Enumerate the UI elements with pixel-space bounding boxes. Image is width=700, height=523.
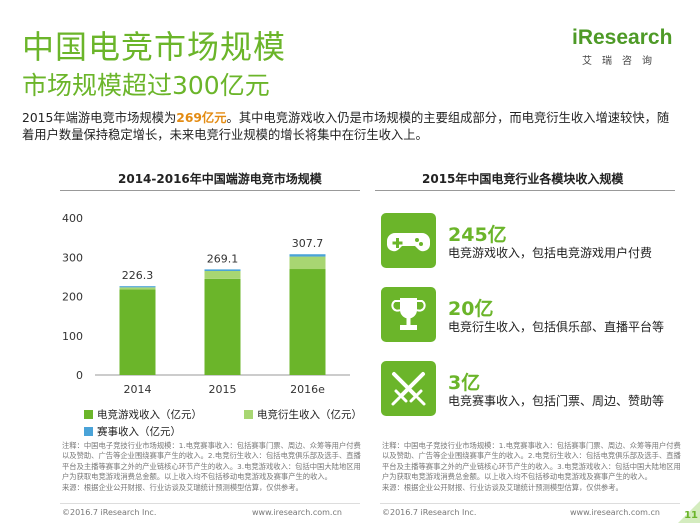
legend-label-event: 赛事收入（亿元） [97, 426, 181, 438]
bar-segment [119, 289, 156, 375]
footer-copyright-left: ©2016.7 iResearch Inc. [62, 508, 157, 517]
logo-subtext: 艾瑞咨询 [582, 56, 662, 67]
y-tick-label: 400 [62, 212, 83, 225]
trophy-icon [381, 287, 436, 342]
modules-section-divider [375, 190, 675, 191]
market-size-chart: 0 100 200 300 400 226.3 2014 269.1 2015 307.7 201… [62, 212, 350, 396]
notes-right: 注释：中国电子竞技行业市场规模：1.电竞赛事收入：包括赛事门票、周边、众筹等用户… [382, 441, 682, 493]
module-desc-derivative: 电竞衍生收入，包括俱乐部、直播平台等 [448, 320, 665, 334]
module-amount-game: 245亿 [448, 224, 507, 246]
legend-swatch-event [84, 427, 93, 436]
logo-text: iResearch [572, 26, 673, 49]
note-text-right: 注释：中国电子竞技行业市场规模：1.电竞赛事收入：包括赛事门票、周边、众筹等用户… [382, 441, 681, 482]
footer-url-right[interactable]: www.iresearch.com.cn [570, 508, 660, 517]
chart-section-divider [60, 190, 360, 191]
x-tick-label: 2015 [209, 383, 237, 396]
notes-left: 注释：中国电子竞技行业市场规模：1.电竞赛事收入：包括赛事门票、周边、众筹等用户… [62, 441, 362, 493]
footer-divider-right [380, 503, 680, 504]
module-amount-derivative: 20亿 [448, 298, 494, 320]
page-title: 中国电竞市场规模 [22, 28, 287, 66]
legend-item-event: 赛事收入（亿元） [84, 424, 181, 439]
modules-section-title: 2015年中国电竞行业各模块收入规模 [422, 172, 624, 186]
bar-total-label: 226.3 [122, 269, 154, 282]
module-desc-game: 电竞游戏收入，包括电竞游戏用户付费 [448, 246, 653, 260]
legend-swatch-derivative [244, 410, 253, 419]
crossed-swords-icon [381, 361, 436, 416]
bar-total-label: 269.1 [207, 252, 239, 265]
x-tick-label: 2014 [124, 383, 152, 396]
legend-label-game: 电竞游戏收入（亿元） [97, 409, 202, 421]
y-tick-label: 0 [76, 369, 83, 382]
bar-segment [204, 278, 241, 375]
source-text-right: 来源：根据企业公开财报、行业访谈及艾瑞统计预测模型估算，仅供参考。 [382, 482, 623, 492]
chart-section-title: 2014-2016年中国端游电竞市场规模 [118, 172, 322, 186]
bar-segment [204, 269, 241, 271]
x-tick-label: 2016e [290, 383, 325, 396]
legend-item-derivative: 电竞衍生收入（亿元） [244, 407, 362, 422]
y-tick-label: 200 [62, 291, 83, 304]
gamepad-icon [381, 213, 436, 268]
footer-divider-left [60, 503, 360, 504]
intro-part1: 2015年端游电竞市场规模为 [22, 111, 177, 125]
footer-url-left[interactable]: www.iresearch.com.cn [252, 508, 342, 517]
note-text-left: 注释：中国电子竞技行业市场规模：1.电竞赛事收入：包括赛事门票、周边、众筹等用户… [62, 441, 361, 482]
source-text-left: 来源：根据企业公开财报、行业访谈及艾瑞统计预测模型估算，仅供参考。 [62, 482, 303, 492]
module-desc-event: 电竞赛事收入，包括门票、周边、赞助等 [448, 394, 665, 408]
bar-segment [289, 269, 326, 375]
intro-paragraph: 2015年端游电竞市场规模为269亿元。其中电竞游戏收入仍是市场规模的主要组成部… [22, 110, 677, 144]
legend-item-game: 电竞游戏收入（亿元） [84, 407, 202, 422]
page-subtitle: 市场规模超过300亿元 [22, 71, 270, 100]
legend-swatch-game [84, 410, 93, 419]
corner-decoration [678, 501, 700, 523]
footer-copyright-right: ©2016.7 iResearch Inc. [382, 508, 477, 517]
intro-part2: 。其中电竞游戏收入仍是市场规模的主要组成部分，而电竞衍生收入增速较快，随着用户数… [22, 111, 670, 142]
module-amount-event: 3亿 [448, 372, 481, 394]
page-number: 11 [684, 510, 698, 521]
bar-segment [204, 270, 241, 279]
bar-total-label: 307.7 [292, 237, 324, 250]
bar-segment [119, 287, 156, 290]
y-tick-label: 300 [62, 251, 83, 264]
bar-segment [289, 254, 326, 257]
iresearch-logo: iResearch 艾瑞咨询 [572, 26, 672, 67]
bar-segment [119, 286, 156, 288]
legend-label-derivative: 电竞衍生收入（亿元） [257, 409, 362, 421]
intro-highlight: 269亿元 [176, 111, 227, 125]
y-tick-label: 100 [62, 330, 83, 343]
bar-segment [289, 256, 326, 270]
